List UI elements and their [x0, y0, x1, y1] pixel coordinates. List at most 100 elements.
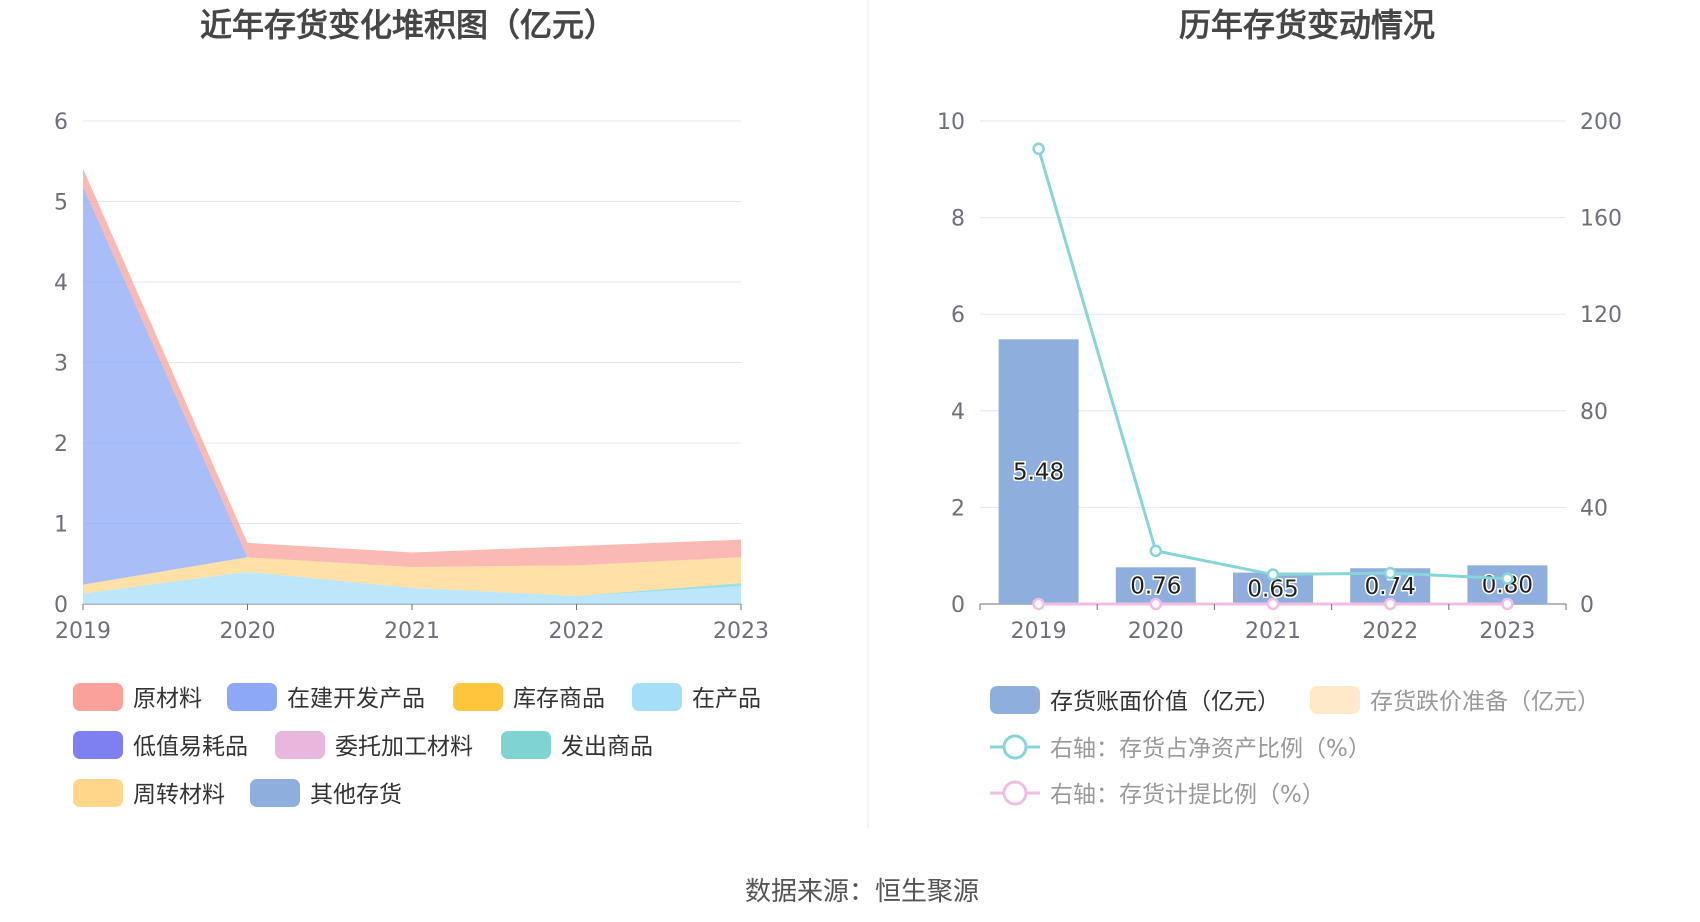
bar-value-label: 0.65	[1247, 576, 1298, 602]
left-stacked-areas	[83, 168, 741, 604]
line-point	[1266, 568, 1280, 581]
legend-item-其他存货[interactable]: 其他存货	[250, 779, 402, 808]
line-point	[1149, 544, 1163, 558]
legend-label: 在产品	[692, 686, 761, 712]
legend-item-委托加工材料[interactable]: 委托加工材料	[275, 731, 473, 760]
left-x-tick-label: 2021	[384, 619, 440, 644]
legend-label: 原材料	[133, 686, 202, 712]
legend-item-存货账面价值亿元[interactable]: 存货账面价值（亿元）	[990, 686, 1280, 715]
legend-item-周转材料[interactable]: 周转材料	[73, 779, 225, 808]
legend-swatch	[73, 683, 123, 711]
bar-value-label: 5.48	[1013, 460, 1064, 486]
line-point	[1149, 597, 1163, 611]
legend-label: 存货跌价准备（亿元）	[1370, 689, 1600, 715]
legend-item-发出商品[interactable]: 发出商品	[501, 731, 653, 760]
legend-label: 其他存货	[310, 782, 402, 808]
legend-item-存货跌价准备亿元[interactable]: 存货跌价准备（亿元）	[1310, 686, 1600, 715]
legend-label: 发出商品	[561, 734, 653, 760]
legend-item-低值易耗品[interactable]: 低值易耗品	[73, 731, 248, 760]
right-y2-tick-label: 200	[1580, 110, 1622, 135]
bar-value-label: 0.80	[1482, 573, 1533, 599]
right-y2-tick-label: 40	[1580, 496, 1608, 521]
legend-label: 右轴：存货占净资产比例（%）	[1050, 736, 1371, 762]
right-bars: 5.48 0.76 0.65 0.74 0.80	[998, 339, 1548, 604]
right-x-tick-label: 2021	[1245, 619, 1301, 644]
line-point	[1383, 597, 1397, 611]
legend-swatch	[73, 731, 123, 759]
right-y2-tick-label: 160	[1580, 207, 1622, 232]
right-y2-tick-label: 0	[1580, 593, 1594, 618]
left-y-tick-label: 2	[54, 432, 68, 457]
left-y-tick-label: 5	[54, 191, 68, 216]
legend-item-右轴存货占净资产比例[interactable]: 右轴：存货占净资产比例（%）	[990, 734, 1371, 762]
legend-swatch	[453, 683, 503, 711]
right-y2-tick-label: 80	[1580, 400, 1608, 425]
legend-label: 委托加工材料	[335, 734, 473, 760]
right-x-tick-label: 2022	[1362, 619, 1418, 644]
legend-item-库存商品[interactable]: 库存商品	[453, 683, 605, 712]
legend-swatch	[1310, 686, 1360, 714]
legend-item-在产品[interactable]: 在产品	[632, 683, 761, 712]
legend-label: 右轴：存货计提比例（%）	[1050, 782, 1325, 808]
legend-item-右轴存货计提比例[interactable]: 右轴：存货计提比例（%）	[990, 780, 1325, 808]
area-周转材料	[83, 557, 741, 596]
left-x-tick-label: 2022	[549, 619, 605, 644]
legend-swatch	[250, 779, 300, 807]
left-y-tick-label: 0	[54, 593, 68, 618]
area-在建开发产品	[83, 186, 741, 585]
legend-item-原材料[interactable]: 原材料	[73, 683, 202, 712]
data-source-name: 恒生聚源	[875, 877, 979, 907]
right-x-tick-label: 2023	[1479, 619, 1535, 644]
bar-value-label: 0.74	[1365, 574, 1416, 600]
right-y2-tick-label: 120	[1580, 303, 1622, 328]
legend-marker	[1002, 734, 1028, 760]
right-x-tick-label: 2020	[1128, 619, 1184, 644]
right-lines	[1032, 142, 1514, 611]
left-chart-title: 近年存货变化堆积图（亿元）	[200, 6, 616, 44]
legend-label: 存货账面价值（亿元）	[1050, 689, 1280, 715]
right-x-tick-label: 2019	[1011, 619, 1067, 644]
line-point	[1032, 597, 1045, 611]
left-y-tick-label: 1	[54, 513, 68, 538]
legend-label: 低值易耗品	[133, 734, 248, 760]
legend-swatch	[227, 683, 277, 711]
legend-item-在建开发产品[interactable]: 在建开发产品	[227, 683, 425, 712]
left-x-tick-label: 2020	[220, 619, 276, 644]
left-y-tick-label: 3	[54, 352, 68, 377]
right-axes: 0 2 4 6 8 10 0 40 80 120 160 200 2019 2020 2021 2022 202…	[937, 110, 1622, 644]
legend-swatch	[501, 731, 551, 759]
right-y-tick-label: 6	[951, 303, 965, 328]
legend-swatch	[632, 683, 682, 711]
right-y-tick-label: 0	[951, 593, 965, 618]
left-x-tick-label: 2023	[713, 619, 769, 644]
bar-2019	[998, 339, 1079, 604]
right-y-tick-label: 10	[937, 110, 965, 135]
left-x-tick-label: 2019	[55, 619, 111, 644]
legend-swatch	[73, 779, 123, 807]
line-point	[1383, 566, 1397, 580]
line-point	[1501, 572, 1514, 585]
left-axes: 0 1 2 3 4 5 6 2019 2020 2021 2022 2023	[54, 110, 769, 644]
right-legend: 存货账面价值（亿元） 存货跌价准备（亿元） 右轴：存货占净资产比例（%） 右轴：存货计…	[990, 686, 1600, 808]
line-右轴存货占净资产比例	[1037, 148, 1508, 581]
right-y-tick-label: 2	[951, 496, 965, 521]
data-source: 数据来源：恒生聚源	[745, 877, 979, 907]
data-source-prefix: 数据来源：	[745, 877, 875, 907]
bar-value-label: 0.76	[1130, 574, 1181, 600]
line-point	[1266, 597, 1280, 611]
legend-label: 周转材料	[133, 782, 225, 808]
right-chart-title: 历年存货变动情况	[1179, 6, 1435, 44]
left-y-tick-label: 6	[54, 110, 68, 135]
right-y-tick-label: 8	[951, 207, 965, 232]
left-y-tick-label: 4	[54, 271, 68, 296]
line-point	[1501, 597, 1514, 611]
line-point	[1032, 142, 1045, 156]
legend-swatch	[990, 686, 1040, 714]
legend-label: 在建开发产品	[287, 686, 425, 712]
legend-label: 库存商品	[513, 686, 605, 712]
legend-swatch	[275, 731, 325, 759]
legend-marker	[1002, 780, 1028, 806]
right-y-tick-label: 4	[951, 400, 965, 425]
